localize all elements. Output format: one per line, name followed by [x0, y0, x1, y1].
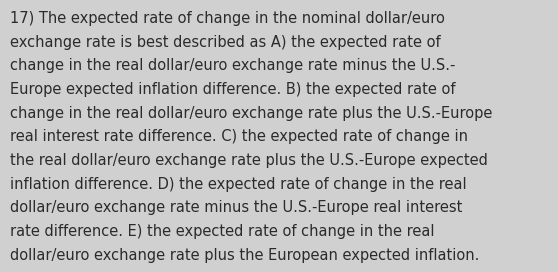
Text: inflation difference. D) the expected rate of change in the real: inflation difference. D) the expected ra… [10, 177, 466, 191]
Text: dollar/euro exchange rate minus the U.S.-Europe real interest: dollar/euro exchange rate minus the U.S.… [10, 200, 463, 215]
Text: exchange rate is best described as A) the expected rate of: exchange rate is best described as A) th… [10, 35, 441, 50]
Text: change in the real dollar/euro exchange rate minus the U.S.-: change in the real dollar/euro exchange … [10, 58, 455, 73]
Text: rate difference. E) the expected rate of change in the real: rate difference. E) the expected rate of… [10, 224, 435, 239]
Text: dollar/euro exchange rate plus the European expected inflation.: dollar/euro exchange rate plus the Europ… [10, 248, 479, 262]
Text: 17) The expected rate of change in the nominal dollar/euro: 17) The expected rate of change in the n… [10, 11, 445, 26]
Text: real interest rate difference. C) the expected rate of change in: real interest rate difference. C) the ex… [10, 129, 468, 144]
Text: change in the real dollar/euro exchange rate plus the U.S.-Europe: change in the real dollar/euro exchange … [10, 106, 492, 120]
Text: Europe expected inflation difference. B) the expected rate of: Europe expected inflation difference. B)… [10, 82, 455, 97]
Text: the real dollar/euro exchange rate plus the U.S.-Europe expected: the real dollar/euro exchange rate plus … [10, 153, 488, 168]
